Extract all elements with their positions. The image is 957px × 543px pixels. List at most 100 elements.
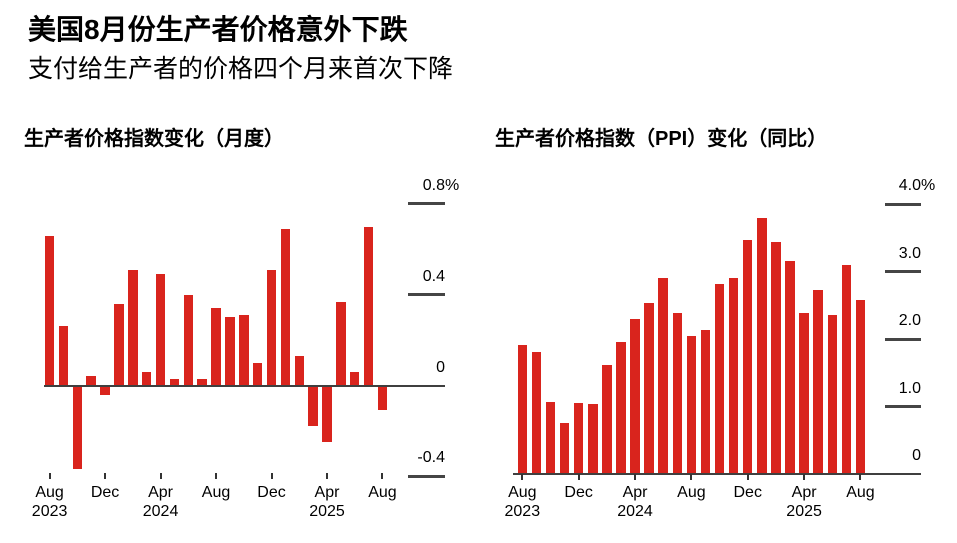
y-gridline-dash [885,270,921,273]
y-axis-label: 0.4 [422,267,445,285]
x-axis-tick [634,474,637,480]
bar-may-2025 [336,301,346,386]
y-gridline-dash [408,293,445,297]
x-axis-month-label: Apr [622,484,648,501]
bar-oct-2024 [714,283,725,474]
bar-jun-2024 [658,277,668,474]
bar-jan-2025 [280,228,291,386]
x-axis-month-label: Aug [846,484,875,501]
bar-oct-2024 [239,315,249,386]
bar-sep-2023 [531,351,542,474]
x-axis-year-label: 2025 [786,503,822,520]
x-axis-tick [521,474,524,480]
bar-nov-2024 [728,278,739,474]
chart-yoy-title: 生产者价格指数（PPI）变化（同比） [495,128,828,150]
bar-feb-2025 [771,242,781,474]
x-axis-tick [104,473,107,479]
bar-dec-2024 [742,239,753,474]
x-axis-month-label: Aug [201,484,231,501]
bar-feb-2024 [128,269,138,386]
bar-nov-2023 [559,423,570,474]
y-gridline-dash [408,202,445,206]
zero-axis-line [44,384,445,387]
x-axis-tick [690,474,693,480]
x-axis-tick [381,473,384,479]
bar-jan-2025 [757,218,767,474]
bar-dec-2023 [573,403,584,474]
bar-jan-2024 [114,303,124,386]
y-axis-label: 0.8% [422,176,460,194]
x-axis-tick [326,473,328,479]
bar-apr-2025 [322,385,332,443]
bar-jul-2025 [841,265,852,474]
y-gridline-dash [885,202,921,206]
x-axis-month-label: Aug [508,484,537,501]
bar-feb-2024 [602,364,612,474]
bar-oct-2023 [545,401,556,474]
x-axis-month-label: Aug [677,484,706,501]
bar-apr-2024 [630,319,640,474]
x-axis-month-label: Dec [564,484,593,501]
x-axis-month-label: Aug [368,484,397,501]
bar-jun-2025 [827,314,838,474]
bar-aug-2023 [44,235,55,386]
bar-jul-2024 [672,313,683,474]
y-axis-label: 0 [436,358,445,376]
bar-sep-2023 [58,326,69,386]
y-axis-label: 4.0% [898,177,936,194]
page-title: 美国8月份生产者价格意外下跌 [28,14,408,45]
x-axis-tick [215,473,218,479]
y-axis-label: 0 [912,447,921,464]
bar-mar-2025 [308,385,318,427]
bar-mar-2025 [785,261,795,474]
bar-jul-2025 [363,226,374,386]
bar-apr-2024 [155,274,166,386]
bar-nov-2024 [252,362,263,386]
bar-sep-2024 [700,329,711,474]
x-axis-tick [859,474,862,480]
x-axis-month-label: Aug [35,484,64,501]
page-subtitle: 支付给生产者的价格四个月来首次下降 [28,55,454,83]
bar-aug-2024 [686,335,697,474]
y-axis-label: 3.0 [898,244,921,262]
x-axis-tick [48,473,51,479]
y-axis-label: 2.0 [898,312,921,329]
x-axis-tick [270,473,273,479]
x-axis-year-label: 2023 [31,503,68,520]
x-axis-year-label: 2025 [309,503,345,520]
bar-mar-2024 [141,371,152,386]
y-axis-label: -0.4 [417,449,445,467]
x-axis-month-label: Dec [733,484,762,501]
bar-dec-2023 [100,385,110,395]
y-axis-unit: % [445,176,460,194]
y-axis-unit: % [921,177,936,194]
bar-aug-2023 [517,345,528,474]
bar-dec-2024 [266,269,277,386]
bar-jan-2024 [588,404,598,474]
y-axis-label: 1.0 [898,379,921,397]
y-gridline-dash [408,474,445,478]
bar-sep-2024 [225,317,235,386]
bar-mar-2024 [616,341,626,474]
bar-aug-2025 [855,299,866,474]
bar-aug-2024 [211,308,221,386]
x-axis-tick [159,473,162,479]
x-axis-month-label: Apr [791,484,817,501]
y-gridline-dash [885,405,921,408]
x-axis-tick [803,474,806,480]
bar-jun-2024 [183,294,194,386]
x-axis-year-label: 2023 [504,503,541,520]
bar-feb-2025 [294,355,304,386]
bar-jul-2024 [197,378,207,386]
bar-may-2025 [813,290,823,474]
x-axis-month-label: Apr [314,484,340,501]
x-axis-month-label: Dec [90,484,120,501]
x-axis-year-label: 2024 [617,503,653,520]
x-axis-month-label: Dec [257,484,286,501]
chart-monthly-title: 生产者价格指数变化（月度） [24,128,284,150]
bar-aug-2025 [377,385,388,411]
bar-may-2024 [644,303,654,474]
x-axis-tick [577,474,580,480]
bar-oct-2023 [72,385,83,470]
